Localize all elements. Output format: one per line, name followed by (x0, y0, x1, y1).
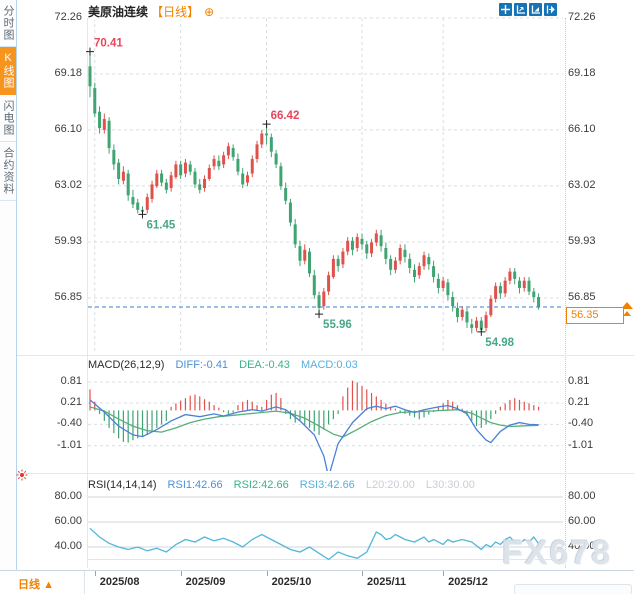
macd-title[interactable]: MACD(26,12,9) (88, 359, 165, 371)
rsi-title[interactable]: RSI(14,14,14) (88, 479, 157, 491)
date-tick (94, 571, 96, 576)
axis-label-right: 69.18 (568, 66, 596, 79)
axis-label-left: 40.00 (54, 540, 82, 552)
date-label: 2025/11 (367, 576, 407, 588)
axis-label-left: 59.93 (54, 234, 82, 247)
date-label: 2025/12 (448, 576, 488, 588)
macd-macd-value: MACD:0.03 (300, 359, 358, 371)
date-tick (266, 571, 268, 576)
plot-left-border (87, 18, 88, 568)
watermark: FX678 (502, 534, 613, 572)
axis-label-left: 63.02 (54, 178, 82, 191)
axis-label-right: 66.10 (568, 122, 596, 135)
svg-text:54.98: 54.98 (485, 337, 514, 349)
axis-label-right: -1.01 (568, 438, 594, 451)
circle-plus-icon[interactable]: ⊕ (204, 5, 215, 19)
axis-label-left: 60.00 (54, 515, 82, 527)
rsi3-value: RSI3:42.66 (299, 479, 355, 491)
date-tick (362, 571, 363, 576)
date-label: 2025/10 (271, 576, 312, 588)
axis-label-right: 60.00 (568, 515, 596, 527)
axis-label-right: -0.40 (568, 417, 594, 430)
axis-label-left: 66.10 (54, 122, 82, 135)
sidebar: 分时图 K线图 闪电图 合约资料 (0, 0, 17, 570)
sidebar-item-kline-chart[interactable]: K线图 (0, 47, 16, 95)
rsi-l20-value: L20:20.00 (365, 479, 415, 491)
axis-label-left: 0.81 (60, 375, 82, 388)
axis-label-right: 59.93 (568, 234, 596, 247)
date-tick (443, 571, 445, 576)
period-label: 日线 (18, 579, 40, 591)
axis-label-left: 56.85 (54, 290, 82, 303)
bottom-bar-divider (84, 571, 85, 594)
symbol-name: 美原油连续 (88, 5, 149, 19)
axis-label-left: 80.00 (54, 490, 82, 502)
pane-expand-icon[interactable] (544, 3, 557, 16)
macd-dea-value: DEA:-0.43 (239, 359, 290, 371)
macd-diff-value: DIFF:-0.41 (175, 359, 229, 371)
axis-label-right: 56.85 (568, 290, 596, 303)
macd-rsi-separator (0, 473, 634, 474)
axis-label-left: 69.18 (54, 66, 82, 79)
svg-text:70.41: 70.41 (94, 38, 123, 50)
svg-text:55.96: 55.96 (323, 319, 352, 331)
axis-zoom-icon[interactable] (529, 3, 542, 16)
period-arrow-up-icon: ▲ (43, 579, 54, 591)
axis-label-right: 40.00 (568, 540, 596, 552)
axis-label-left: 0.21 (60, 396, 82, 409)
period-tag[interactable]: 【日线】 (151, 5, 200, 19)
svg-text:61.45: 61.45 (146, 219, 175, 231)
chart-title-bar: 美原油连续 【日线】 ⊕ (88, 3, 219, 20)
sidebar-item-lightning-chart[interactable]: 闪电图 (0, 95, 16, 142)
date-label: 2025/08 (99, 576, 140, 588)
bottom-bar: 日线 ▲ 2025/08 2025/09 2025/10 2025/11 2025/12 (0, 570, 634, 594)
rsi2-value: RSI2:42.66 (233, 479, 289, 491)
axis-label-right: 72.26 (568, 11, 596, 23)
rsi-header: RSI(14,14,14) RSI1:42.66 RSI2:42.66 RSI3… (88, 479, 475, 491)
rsi1-value: RSI1:42.66 (167, 479, 223, 491)
indicator-settings-sun-icon[interactable] (16, 469, 28, 484)
axis-scale-icon[interactable] (514, 3, 527, 16)
axis-label-right: 0.81 (568, 375, 590, 388)
rsi-l30-value: L30:30.00 (425, 479, 475, 491)
axis-label-left: 72.26 (54, 11, 82, 23)
axis-label-left: -0.40 (56, 417, 82, 430)
macd-header: MACD(26,12,9) DIFF:-0.41 DEA:-0.43 MACD:… (88, 359, 358, 371)
date-label: 2025/09 (185, 576, 226, 588)
date-tick (180, 571, 182, 576)
period-selector-button[interactable]: 日线 ▲ (18, 576, 54, 592)
sidebar-item-timeshare-chart[interactable]: 分时图 (0, 0, 16, 47)
axis-label-right: 80.00 (568, 490, 596, 502)
main-macd-separator (0, 355, 634, 356)
scrollbar-track[interactable] (514, 584, 632, 594)
sidebar-item-contract-info[interactable]: 合约资料 (0, 142, 16, 201)
axis-label-left: -1.01 (56, 438, 82, 451)
axis-label-right: 63.02 (568, 178, 596, 191)
svg-text:66.42: 66.42 (271, 110, 300, 122)
plot-right-border (565, 18, 566, 568)
current-price-tag: 56.35 (566, 307, 624, 325)
chart-toolbar (499, 3, 557, 16)
axis-label-right: 0.21 (568, 396, 590, 409)
crosshair-icon[interactable] (499, 3, 512, 16)
